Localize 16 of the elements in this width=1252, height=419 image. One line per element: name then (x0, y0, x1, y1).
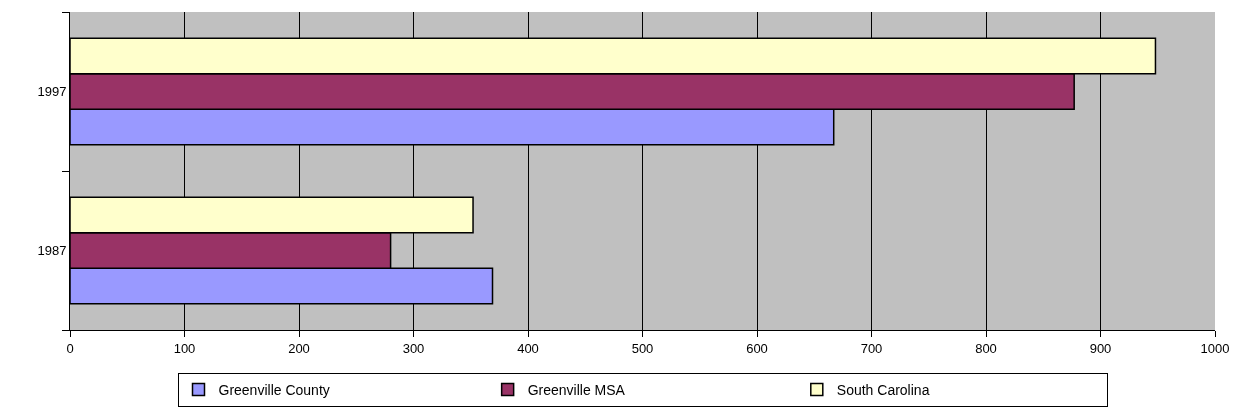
legend-label: Greenville MSA (527, 381, 626, 398)
x-tick-label: 200 (288, 340, 310, 356)
x-tick-label: 400 (517, 340, 539, 356)
x-tick-label: 500 (631, 340, 654, 356)
legend-label: Greenville County (218, 381, 330, 398)
x-tick-label: 900 (1089, 340, 1112, 356)
x-tick-label: 100 (173, 340, 196, 356)
legend-label: South Carolina (836, 381, 930, 398)
x-tick-label: 600 (746, 340, 768, 356)
x-tick-label: 800 (975, 340, 997, 356)
x-tick-label: 700 (860, 340, 883, 356)
x-tick-label: 0 (66, 340, 74, 356)
y-tick-label: 1987 (37, 243, 67, 259)
y-tick-label: 1997 (37, 84, 67, 100)
x-tick-label: 1000 (1200, 340, 1230, 356)
x-tick-label: 300 (402, 340, 425, 356)
